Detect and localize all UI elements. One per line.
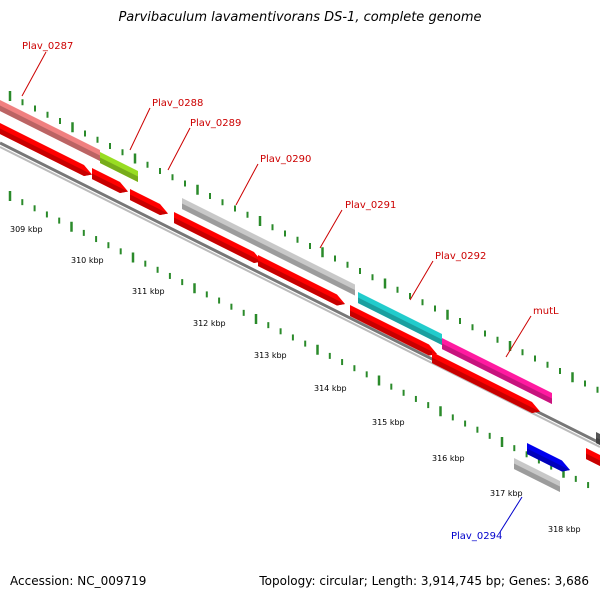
cds-arrow-shade (0, 128, 92, 176)
feature-edge-dark-shade (596, 437, 600, 445)
cds-arrow-shade (586, 453, 600, 466)
feature-Plav_0294-shade (514, 463, 560, 492)
cds-arrow-shade (350, 310, 437, 356)
gene-label: Plav_0287 (22, 41, 73, 52)
gene-label: mutL (533, 306, 559, 317)
kbp-tick-label: 311 kbp (132, 287, 165, 296)
leader-line (505, 315, 532, 358)
kbp-tick-label: 309 kbp (10, 225, 43, 234)
genome-summary-text: Topology: circular; Length: 3,914,745 bp… (259, 574, 589, 588)
kbp-tick-label: 315 kbp (372, 418, 405, 427)
cds-arrow (350, 305, 437, 356)
leader-line (235, 163, 259, 206)
accession-text: Accession: NC_009719 (10, 574, 147, 588)
feature-Plav_0292-shade (358, 297, 442, 345)
kbp-tick-label: 317 kbp (490, 489, 523, 498)
leader-line (409, 260, 434, 301)
feature-blue-shade (527, 448, 570, 472)
feature-Plav_0290-shade (182, 203, 355, 296)
kbp-tick-label: 314 kbp (314, 384, 347, 393)
leader-line (21, 51, 47, 97)
leader-line (319, 209, 343, 249)
cds-arrow-shade (432, 357, 540, 413)
cds-arrow (174, 212, 262, 263)
gene-label: Plav_0288 (152, 98, 203, 109)
cds-arrow-shade (258, 260, 345, 306)
kbp-tick-label: 316 kbp (432, 454, 465, 463)
kbp-tick-label: 318 kbp (548, 525, 581, 534)
gene-label: Plav_0292 (435, 251, 486, 262)
feature-Plav_0288-shade (100, 157, 138, 182)
feature-blue (527, 443, 570, 472)
leader-line (167, 127, 191, 171)
feature-Plav_0287-shade (0, 105, 100, 161)
cds-arrow-shade (174, 217, 262, 263)
gene-label: Plav_0291 (345, 200, 396, 211)
kbp-tick-label: 310 kbp (71, 256, 104, 265)
gene-label: Plav_0294 (451, 531, 502, 542)
cds-arrow (0, 123, 92, 176)
cds-arrow (92, 168, 128, 193)
gene-label: Plav_0290 (260, 154, 311, 165)
cds-arrow (258, 255, 345, 306)
cds-arrow-shade (130, 194, 168, 215)
kbp-tick-label: 313 kbp (254, 351, 287, 360)
gene-label: Plav_0289 (190, 118, 241, 129)
cds-arrow (432, 352, 540, 413)
kbp-tick-label: 312 kbp (193, 319, 226, 328)
cds-arrow-shade (92, 173, 128, 193)
leader-line (129, 107, 151, 151)
cds-arrow (130, 189, 168, 215)
leader-line (499, 496, 523, 533)
map-title: Parvibaculum lavamentivorans DS-1, compl… (118, 10, 482, 25)
feature-mutL-shade (442, 343, 552, 404)
